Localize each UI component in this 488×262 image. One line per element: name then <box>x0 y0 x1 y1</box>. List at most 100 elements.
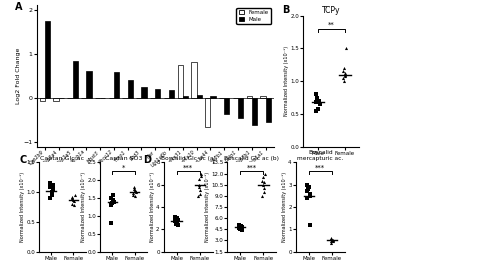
Point <box>306 194 314 198</box>
Bar <box>210 96 215 98</box>
Point <box>234 226 242 230</box>
Point <box>313 96 321 100</box>
Point <box>195 177 203 181</box>
Bar <box>196 95 202 98</box>
Point <box>311 100 319 104</box>
Point <box>304 187 311 191</box>
Bar <box>183 96 188 98</box>
Point <box>315 102 323 106</box>
Point <box>312 108 320 113</box>
Point <box>129 191 137 195</box>
Point <box>195 185 203 189</box>
Text: B: B <box>281 5 288 15</box>
Y-axis label: Normalized Intensity (x10⁻⁵): Normalized Intensity (x10⁻⁵) <box>281 172 286 242</box>
Point <box>259 190 267 194</box>
Point <box>131 189 139 193</box>
Point <box>129 192 137 196</box>
Point <box>258 179 265 183</box>
Point <box>109 198 117 202</box>
Point <box>339 69 346 74</box>
Bar <box>169 90 174 98</box>
Point <box>312 92 320 96</box>
Point <box>258 194 265 198</box>
Point <box>237 223 244 228</box>
Title: Boscalid Glc ac (a): Boscalid Glc ac (a) <box>161 156 215 161</box>
Point <box>46 185 54 189</box>
Y-axis label: Normalized Intensity (x10⁻⁵): Normalized Intensity (x10⁻⁵) <box>204 172 209 242</box>
Bar <box>127 80 133 98</box>
Title: Captan SO3: Captan SO3 <box>104 156 142 161</box>
Text: D: D <box>143 155 151 165</box>
Point <box>326 241 334 245</box>
Point <box>173 221 181 225</box>
Point <box>258 175 266 179</box>
Point <box>48 193 56 197</box>
Bar <box>238 98 243 118</box>
Point <box>46 196 54 200</box>
Point <box>129 187 137 191</box>
Point <box>132 190 140 194</box>
Point <box>109 192 117 196</box>
Point <box>49 183 57 187</box>
Title: TCPy: TCPy <box>322 6 340 15</box>
Y-axis label: Log2 Fold Change: Log2 Fold Change <box>16 48 20 104</box>
Point <box>70 203 78 207</box>
Point <box>49 187 57 191</box>
Point <box>235 223 243 227</box>
Point <box>68 196 76 200</box>
Point <box>237 228 245 232</box>
Text: C: C <box>20 155 27 165</box>
Point <box>326 236 334 240</box>
Point <box>328 238 336 243</box>
Point <box>194 194 202 198</box>
Bar <box>260 96 265 98</box>
Point <box>235 224 243 228</box>
Point <box>130 185 138 189</box>
Point <box>238 225 245 229</box>
Bar <box>246 96 251 98</box>
Point <box>339 76 346 80</box>
Point <box>340 74 348 78</box>
Point <box>303 183 311 187</box>
Text: ***: *** <box>315 165 325 171</box>
Point <box>303 196 310 200</box>
Title: Captan Glc ac: Captan Glc ac <box>40 156 84 161</box>
Point <box>341 73 348 77</box>
Point <box>342 46 349 51</box>
Point <box>173 216 181 220</box>
Bar <box>205 98 210 127</box>
Y-axis label: Normalized Intensity (x10⁻⁵): Normalized Intensity (x10⁻⁵) <box>149 172 154 242</box>
Point <box>329 238 337 243</box>
Point <box>172 222 180 226</box>
Point <box>107 196 115 200</box>
Point <box>258 183 266 187</box>
Point <box>303 189 311 193</box>
Bar <box>40 98 45 101</box>
Text: ***: *** <box>183 165 193 171</box>
Point <box>326 239 334 244</box>
Bar <box>86 71 91 98</box>
Point <box>171 215 179 219</box>
Point <box>110 200 118 204</box>
Point <box>236 226 244 231</box>
Point <box>196 192 203 196</box>
Point <box>305 185 312 189</box>
Title: Boscalid Glc ac (b): Boscalid Glc ac (b) <box>224 156 279 161</box>
Point <box>260 186 267 190</box>
Y-axis label: Normalized Intensity (x10⁻⁵): Normalized Intensity (x10⁻⁵) <box>284 46 288 116</box>
Point <box>339 66 347 70</box>
Bar <box>114 73 119 98</box>
Point <box>130 188 138 192</box>
Point <box>235 227 243 231</box>
Point <box>314 107 322 111</box>
Point <box>260 180 267 184</box>
Point <box>261 172 268 176</box>
Title: Boscalid
mercapturic ac.: Boscalid mercapturic ac. <box>297 150 343 161</box>
Bar <box>155 89 160 98</box>
Bar <box>191 62 196 98</box>
Point <box>70 199 78 203</box>
Point <box>194 183 202 187</box>
Point <box>46 181 54 185</box>
Point <box>339 79 347 83</box>
Point <box>107 221 115 225</box>
